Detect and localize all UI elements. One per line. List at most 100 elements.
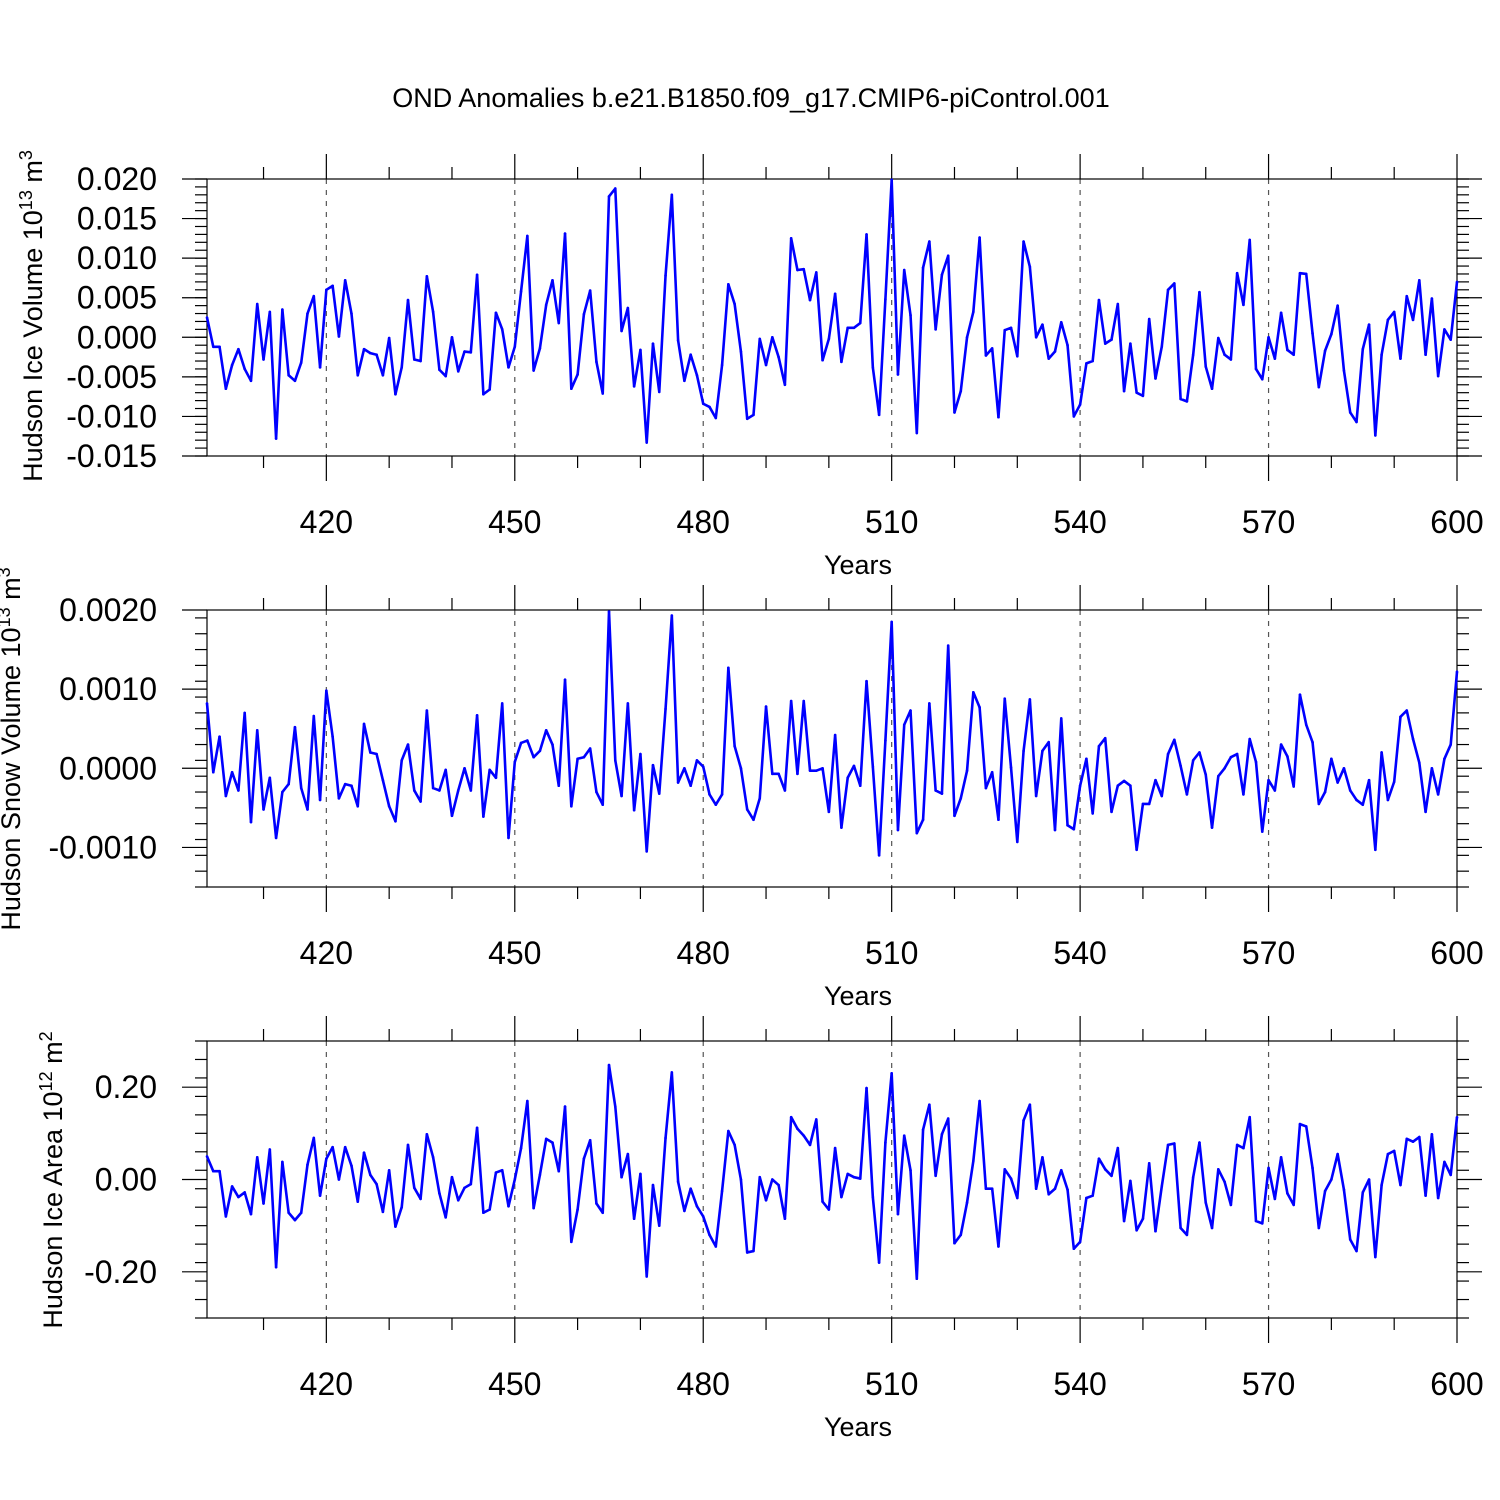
- data-point: [425, 709, 429, 712]
- data-point: [494, 311, 498, 315]
- data-point: [1443, 328, 1446, 331]
- data-point: [211, 770, 215, 774]
- data-point: [318, 366, 322, 369]
- data-point: [519, 741, 523, 745]
- data-point: [840, 1195, 843, 1199]
- y-tick-label: 0.015: [77, 201, 157, 237]
- x-tick-label: 510: [865, 935, 918, 971]
- data-point: [1374, 848, 1377, 852]
- data-point: [1116, 1146, 1120, 1150]
- data-point: [394, 392, 397, 396]
- panel-ice-volume: 420 450 480 510 540 570 600 Years -0.015 -0.010-0…: [16, 150, 1484, 580]
- data-point: [1355, 798, 1358, 802]
- data-point: [1411, 1140, 1415, 1143]
- data-point: [1141, 394, 1145, 398]
- data-point: [934, 789, 937, 792]
- data-point: [972, 1159, 975, 1163]
- data-point: [1455, 280, 1459, 284]
- data-point: [777, 772, 780, 776]
- data-point: [494, 1171, 498, 1174]
- data-point: [582, 1157, 586, 1161]
- data-point: [557, 784, 561, 787]
- data-point: [438, 789, 441, 792]
- data-point: [500, 328, 504, 331]
- data-point: [645, 441, 648, 444]
- data-point: [940, 792, 944, 795]
- data-point: [1355, 420, 1358, 424]
- x-tick-label: 450: [488, 935, 541, 971]
- data-point: [1418, 761, 1421, 765]
- data-point: [764, 363, 768, 367]
- data-point: [463, 1186, 466, 1190]
- data-point: [1248, 238, 1252, 242]
- data-point: [1103, 1168, 1107, 1171]
- data-point: [513, 345, 517, 349]
- data-point: [469, 789, 473, 792]
- data-point: [538, 749, 542, 753]
- data-point: [306, 808, 309, 811]
- data-point: [237, 789, 240, 792]
- data-point: [1330, 757, 1333, 761]
- data-point: [211, 1169, 215, 1173]
- data-point: [287, 1211, 290, 1215]
- data-point: [777, 1183, 780, 1187]
- data-point: [1399, 715, 1402, 719]
- data-point: [852, 1175, 856, 1179]
- data-point: [494, 776, 498, 780]
- data-point: [1097, 298, 1101, 302]
- series-line-ice-area: [205, 1063, 1459, 1281]
- data-point: [1260, 830, 1264, 833]
- data-point: [670, 193, 674, 197]
- y-tick-label: 0.0010: [59, 671, 157, 707]
- y-tick-label: 0.000: [77, 319, 157, 355]
- data-point: [639, 348, 642, 352]
- data-point: [1009, 766, 1013, 769]
- data-point: [708, 1233, 711, 1237]
- data-point: [356, 1200, 360, 1203]
- data-point: [551, 279, 554, 282]
- data-point: [255, 1156, 259, 1159]
- data-point: [293, 379, 297, 383]
- y-axis-label: Hudson Snow Volume 1013 m3: [0, 567, 26, 930]
- data-point: [450, 814, 454, 818]
- data-point: [412, 358, 416, 361]
- x-tick-label: 420: [300, 935, 353, 971]
- data-point: [953, 411, 956, 414]
- data-point: [337, 797, 341, 800]
- data-point: [1304, 723, 1308, 727]
- data-point: [331, 284, 334, 288]
- data-point: [695, 373, 699, 377]
- data-point: [1053, 828, 1057, 832]
- data-point: [758, 1175, 762, 1179]
- data-point: [337, 1178, 341, 1181]
- data-point: [1122, 1219, 1126, 1223]
- data-point: [877, 854, 881, 857]
- data-point: [727, 282, 730, 286]
- data-point: [1279, 1156, 1283, 1159]
- data-point: [1103, 342, 1107, 345]
- data-point: [1229, 358, 1233, 361]
- data-point: [1367, 778, 1371, 782]
- y-tick-label: 0.010: [77, 240, 157, 276]
- data-point: [997, 415, 1000, 419]
- data-point: [657, 792, 661, 795]
- data-points: [205, 178, 1459, 444]
- x-tick-label: 480: [677, 935, 730, 971]
- data-point: [1411, 318, 1415, 322]
- data-point: [607, 610, 611, 613]
- data-point: [821, 766, 824, 770]
- data-point: [827, 810, 831, 814]
- data-point: [293, 1218, 297, 1222]
- data-point: [1436, 1196, 1440, 1200]
- panel-ice-area: 420 450 480 510 540 570 600 Years -0.20 0.00 0.20 H…: [36, 1016, 1484, 1442]
- data-point: [1166, 288, 1170, 292]
- y-axis-label: Hudson Ice Area 1012 m2: [36, 1031, 68, 1328]
- data-point: [1235, 1143, 1239, 1147]
- data-point: [1342, 1188, 1346, 1191]
- data-point: [1022, 240, 1025, 243]
- data-point: [1399, 1183, 1402, 1187]
- data-point: [356, 804, 360, 808]
- y-tick-label: 0.0020: [59, 592, 157, 628]
- data-point: [1135, 391, 1138, 394]
- data-point: [1135, 1228, 1138, 1232]
